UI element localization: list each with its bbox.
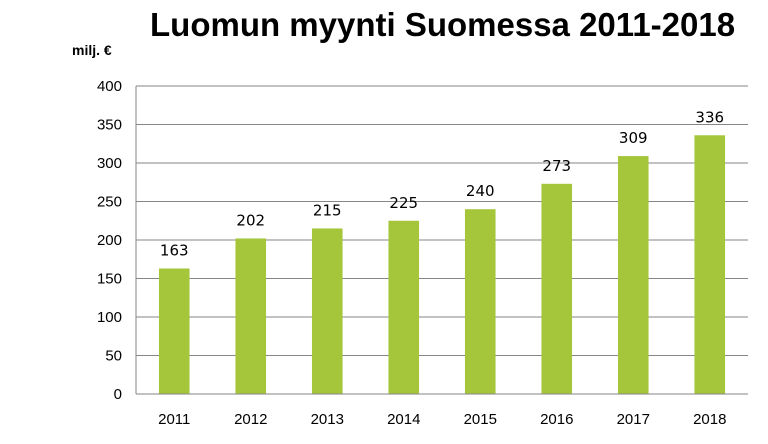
y-tick-label: 400 — [97, 78, 122, 95]
data-label: 215 — [313, 201, 342, 219]
y-tick-label: 0 — [114, 386, 122, 403]
chart-title: Luomun myynti Suomessa 2011-2018 — [150, 6, 736, 43]
bar — [158, 268, 190, 394]
x-tick-label: 2013 — [311, 411, 344, 428]
y-tick-label: 200 — [97, 232, 122, 249]
bar — [694, 135, 726, 394]
y-tick-label: 250 — [97, 194, 122, 211]
y-axis-unit-label: milj. € — [72, 42, 112, 58]
data-label: 240 — [466, 182, 495, 200]
bar — [464, 209, 496, 394]
bar — [388, 220, 420, 394]
y-tick-label: 300 — [97, 155, 122, 172]
bar — [541, 183, 573, 394]
data-label: 225 — [389, 194, 418, 212]
bar — [311, 228, 343, 394]
data-label: 336 — [695, 108, 724, 126]
data-label: 202 — [236, 211, 265, 229]
y-tick-label: 50 — [105, 348, 122, 365]
data-label: 273 — [542, 157, 571, 175]
x-tick-label: 2016 — [540, 411, 573, 428]
x-tick-label: 2015 — [464, 411, 497, 428]
bar — [617, 156, 649, 394]
x-tick-label: 2014 — [387, 411, 420, 428]
y-tick-label: 100 — [97, 309, 122, 326]
bar — [235, 238, 267, 394]
y-tick-label: 150 — [97, 271, 122, 288]
x-tick-label: 2018 — [693, 411, 726, 428]
x-tick-label: 2017 — [617, 411, 650, 428]
y-tick-label: 350 — [97, 117, 122, 134]
data-label: 309 — [619, 129, 648, 147]
x-tick-label: 2012 — [234, 411, 267, 428]
data-label: 163 — [160, 241, 189, 259]
x-tick-label: 2011 — [158, 411, 190, 428]
